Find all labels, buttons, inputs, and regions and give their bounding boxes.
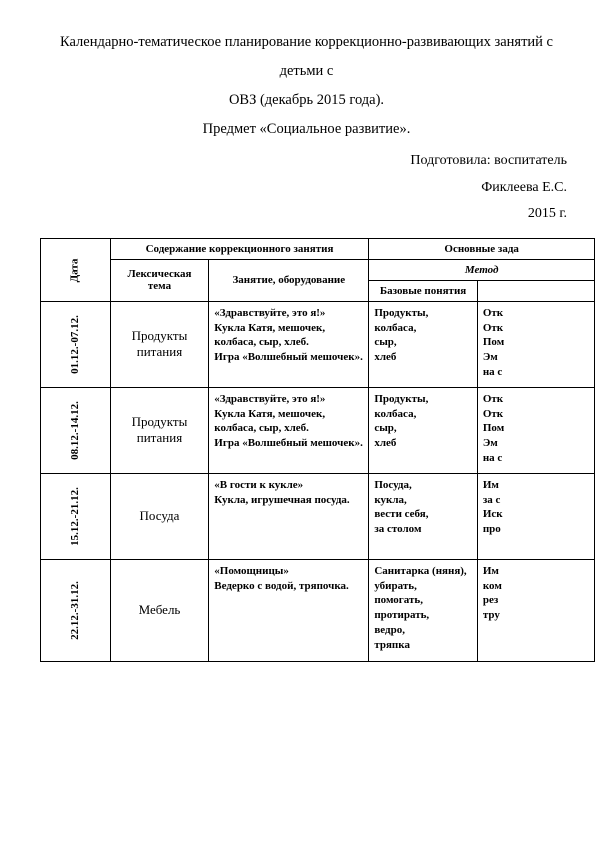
cell-date: 15.12.-21.12. [41,473,111,559]
cell-date: 22.12.-31.12. [41,559,111,661]
table-header: Дата Содержание коррекционного занятия О… [41,238,595,301]
author-line-1: Подготовила: воспитатель [40,148,567,175]
date-text: 15.12.-21.12. [70,487,81,546]
cell-date: 01.12.-07.12. [41,301,111,387]
heading-line-3: Предмет «Социальное развитие». [40,115,573,144]
cell-goals: Имкомрезтру [477,559,594,661]
cell-base: Санитарка (няня),убирать,помогать,протир… [369,559,478,661]
author-line-2: Фиклеева Е.С. [40,175,567,202]
document-page: Календарно-тематическое планирование кор… [0,0,595,842]
header-activity: Занятие, оборудование [209,259,369,301]
header-content: Содержание коррекционного занятия [110,238,369,259]
plan-table: Дата Содержание коррекционного занятия О… [40,238,595,662]
cell-theme: Посуда [110,473,209,559]
cell-base: Посуда,кукла,вести себя,за столом [369,473,478,559]
header-method: Метод [369,259,595,280]
cell-activity: «Помощницы»Ведерко с водой, тряпочка. [209,559,369,661]
cell-activity: «Здравствуйте, это я!»Кукла Катя, мешоче… [209,387,369,473]
cell-base: Продукты,колбаса,сыр,хлеб [369,301,478,387]
cell-theme: Продукты питания [110,387,209,473]
heading-block: Календарно-тематическое планирование кор… [40,28,595,144]
date-text: 08.12.-14.12. [70,401,81,460]
cell-theme: Мебель [110,559,209,661]
cell-activity: «В гости к кукле»Кукла, игрушечная посуд… [209,473,369,559]
author-line-3: 2015 г. [40,201,567,228]
cell-date: 08.12.-14.12. [41,387,111,473]
table-row: 01.12.-07.12. Продукты питания «Здравств… [41,301,595,387]
header-goals-empty [477,280,594,301]
header-tasks: Основные зада [369,238,595,259]
table-row: 08.12.-14.12. Продукты питания «Здравств… [41,387,595,473]
date-text: 01.12.-07.12. [70,315,81,374]
author-block: Подготовила: воспитатель Фиклеева Е.С. 2… [40,148,595,228]
header-base: Базовые понятия [369,280,478,301]
table-row: 15.12.-21.12. Посуда «В гости к кукле»Ку… [41,473,595,559]
cell-theme: Продукты питания [110,301,209,387]
date-text: 22.12.-31.12. [70,581,81,640]
table-body: 01.12.-07.12. Продукты питания «Здравств… [41,301,595,661]
cell-goals: ОткОткПомЭмна с [477,387,594,473]
cell-goals: ОткОткПомЭмна с [477,301,594,387]
heading-line-1: Календарно-тематическое планирование кор… [40,28,573,86]
header-theme: Лексическая тема [110,259,209,301]
cell-base: Продукты,колбаса,сыр,хлеб [369,387,478,473]
header-date: Дата [41,238,111,301]
heading-line-2: ОВЗ (декабрь 2015 года). [40,86,573,115]
cell-goals: Имза сИскпро [477,473,594,559]
cell-activity: «Здравствуйте, это я!»Кукла Катя, мешоче… [209,301,369,387]
header-date-text: Дата [70,258,81,282]
table-row: 22.12.-31.12. Мебель «Помощницы»Ведерко … [41,559,595,661]
